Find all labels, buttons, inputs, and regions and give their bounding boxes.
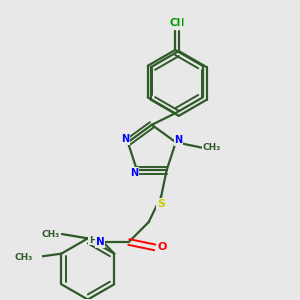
Text: S: S — [157, 199, 165, 209]
Text: Cl: Cl — [169, 18, 181, 28]
Text: CH₃: CH₃ — [202, 143, 221, 152]
Text: H: H — [89, 236, 97, 245]
Text: Cl: Cl — [173, 18, 184, 28]
Text: N: N — [175, 135, 183, 146]
Text: O: O — [158, 242, 167, 252]
Text: N: N — [96, 237, 104, 247]
Text: CH₃: CH₃ — [41, 230, 59, 238]
Text: N: N — [130, 168, 138, 178]
Text: N: N — [121, 134, 129, 144]
Text: CH₃: CH₃ — [15, 253, 33, 262]
